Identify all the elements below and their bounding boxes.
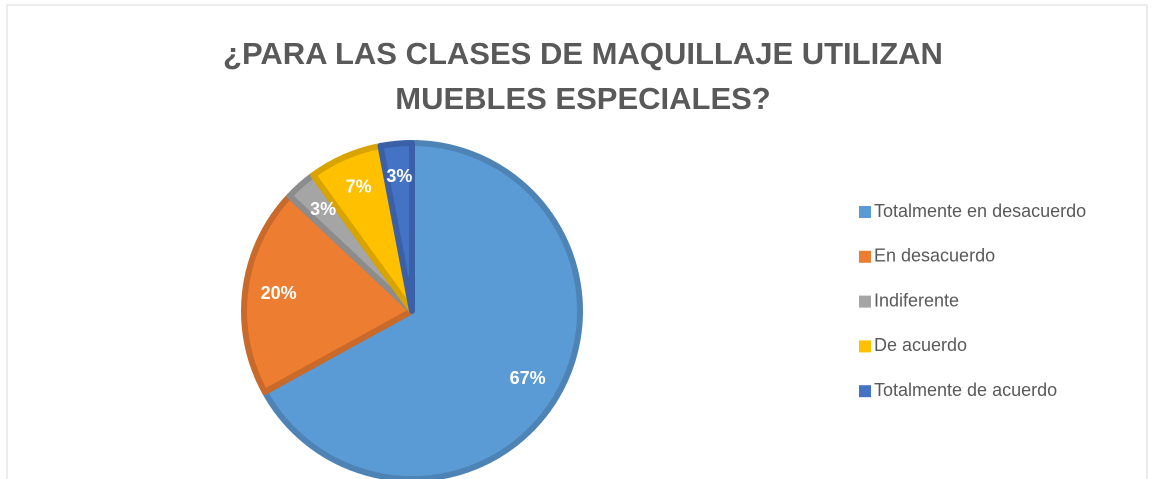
legend-swatch <box>859 206 871 218</box>
chart-title: MUEBLES ESPECIALES? <box>395 81 771 116</box>
legend-swatch <box>859 340 871 353</box>
chart-frame <box>6 4 1148 479</box>
pie-slice <box>377 140 415 314</box>
data-label: 20% <box>261 283 297 303</box>
legend-label: Totalmente en desacuerdo <box>874 201 1086 221</box>
legend-swatch <box>859 250 871 263</box>
pie-slice <box>241 192 415 395</box>
data-label: 67% <box>510 368 546 388</box>
legend-swatch <box>859 295 871 308</box>
data-label: 3% <box>310 199 336 219</box>
legend-swatch <box>859 385 871 398</box>
data-label: 7% <box>346 176 372 196</box>
legend-label: En desacuerdo <box>874 246 995 266</box>
legend-label: Indiferente <box>874 290 959 310</box>
pie-slice <box>261 140 583 479</box>
data-label: 3% <box>386 166 412 186</box>
legend-label: De acuerdo <box>874 335 967 355</box>
chart-title: ¿PARA LAS CLASES DE MAQUILLAJE UTILIZAN <box>223 36 943 71</box>
legend-label: Totalmente de acuerdo <box>874 380 1057 400</box>
